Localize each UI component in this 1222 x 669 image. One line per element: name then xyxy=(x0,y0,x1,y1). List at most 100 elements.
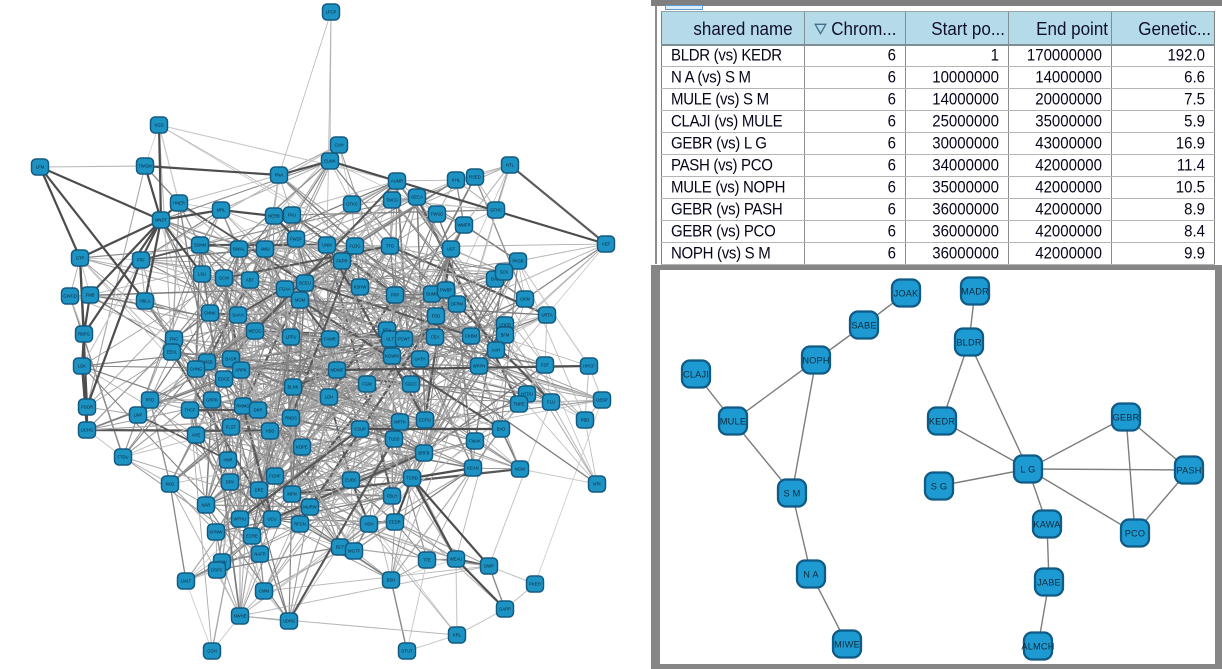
svg-text:WTHU: WTHU xyxy=(234,517,247,522)
svg-text:LSU: LSU xyxy=(198,272,206,277)
svg-text:FKPR: FKPR xyxy=(336,259,347,264)
svg-text:PNA: PNA xyxy=(275,173,284,178)
svg-text:UDRG: UDRG xyxy=(283,619,295,624)
svg-text:BLNK: BLNK xyxy=(288,385,299,390)
svg-text:ULT: ULT xyxy=(386,337,394,342)
svg-text:PBD: PBD xyxy=(581,418,590,423)
svg-text:HSD: HSD xyxy=(266,429,275,434)
svg-text:S M: S M xyxy=(784,488,801,498)
svg-text:BASR: BASR xyxy=(225,357,236,362)
svg-text:DSPC: DSPC xyxy=(211,568,223,573)
svg-text:FWSD: FWSD xyxy=(431,212,443,217)
svg-text:KHL: KHL xyxy=(452,178,461,183)
svg-text:WMFR: WMFR xyxy=(457,223,470,228)
svg-text:FWAK: FWAK xyxy=(469,439,481,444)
svg-text:PCO: PCO xyxy=(1125,528,1146,538)
svg-text:CEA: CEA xyxy=(431,335,440,340)
svg-text:BWAL: BWAL xyxy=(233,247,245,252)
svg-text:KSHW: KSHW xyxy=(354,285,367,290)
svg-text:EUBC: EUBC xyxy=(345,478,357,483)
svg-text:PWBP: PWBP xyxy=(440,288,453,293)
svg-text:GECA: GECA xyxy=(411,195,423,200)
svg-text:KRL: KRL xyxy=(453,633,462,638)
svg-text:CLAJI: CLAJI xyxy=(683,369,709,379)
svg-text:RNDS: RNDS xyxy=(285,416,297,421)
svg-text:KPMW: KPMW xyxy=(209,530,222,535)
svg-text:FDT: FDT xyxy=(541,363,550,368)
svg-text:FTDU: FTDU xyxy=(117,455,128,460)
svg-text:TNRE: TNRE xyxy=(513,402,525,407)
svg-text:LPFU: LPFU xyxy=(286,335,297,340)
svg-text:LWF: LWF xyxy=(134,413,143,418)
svg-text:KEAN: KEAN xyxy=(467,466,478,471)
svg-text:FAMR: FAMR xyxy=(324,337,336,342)
svg-text:ALMCH: ALMCH xyxy=(1021,641,1054,651)
svg-text:CKBM: CKBM xyxy=(465,334,478,339)
svg-text:MPN: MPN xyxy=(287,492,296,497)
svg-text:SCK: SCK xyxy=(500,270,509,275)
svg-text:THCF: THCF xyxy=(184,408,196,413)
svg-text:GAPP: GAPP xyxy=(499,607,511,612)
svg-text:AAH: AAH xyxy=(492,348,501,353)
svg-text:UATH: UATH xyxy=(414,357,425,362)
svg-text:TMCG: TMCG xyxy=(386,198,398,203)
svg-text:MADR: MADR xyxy=(961,286,989,296)
svg-text:FGAA: FGAA xyxy=(279,287,291,292)
svg-text:TCRD: TCRD xyxy=(406,476,418,481)
svg-text:ECRE: ECRE xyxy=(246,534,258,539)
svg-text:MULE: MULE xyxy=(720,416,746,426)
svg-text:MURW: MURW xyxy=(303,505,316,510)
svg-text:KDPE: KDPE xyxy=(296,445,308,450)
svg-text:AMU: AMU xyxy=(260,247,269,252)
svg-text:SSHM: SSHM xyxy=(194,243,207,248)
svg-text:LMLT: LMLT xyxy=(181,579,192,584)
svg-text:RTD: RTD xyxy=(146,398,155,403)
svg-text:TWGM: TWGM xyxy=(138,164,152,169)
svg-text:HPCF: HPCF xyxy=(583,364,595,369)
svg-text:CHNG: CHNG xyxy=(190,367,202,372)
svg-text:PGDR: PGDR xyxy=(81,405,93,410)
svg-text:FLDG: FLDG xyxy=(349,244,360,249)
svg-text:FBLH: FBLH xyxy=(387,494,398,499)
svg-text:KGWM: KGWM xyxy=(385,354,399,359)
svg-text:DFK: DFK xyxy=(226,480,235,485)
svg-text:PCWT: PCWT xyxy=(398,337,411,342)
svg-text:BRFB: BRFB xyxy=(418,451,429,456)
svg-text:EDCE: EDCE xyxy=(218,377,230,382)
svg-text:ABT: ABT xyxy=(246,278,255,283)
svg-text:NERB: NERB xyxy=(268,214,280,219)
svg-text:NWHE: NWHE xyxy=(234,614,247,619)
svg-text:CSUP: CSUP xyxy=(354,427,366,432)
svg-text:N A: N A xyxy=(803,569,819,579)
svg-text:URTA: URTA xyxy=(541,313,552,318)
svg-text:ANSB: ANSB xyxy=(201,360,213,365)
svg-text:KGA: KGA xyxy=(383,328,392,333)
svg-text:FLU: FLU xyxy=(547,400,555,405)
svg-text:GFHC: GFHC xyxy=(490,208,502,213)
svg-text:FRF: FRF xyxy=(137,258,146,263)
svg-text:CUH: CUH xyxy=(334,143,343,148)
svg-text:RMMG: RMMG xyxy=(236,404,249,409)
svg-text:BAL: BAL xyxy=(491,277,500,282)
svg-text:FGW: FGW xyxy=(362,382,372,387)
svg-text:LDH: LDH xyxy=(325,395,333,400)
svg-text:DKR: DKR xyxy=(254,408,263,413)
svg-text:WEAU: WEAU xyxy=(450,557,463,562)
svg-text:FNC: FNC xyxy=(170,337,179,342)
svg-text:PASH: PASH xyxy=(1176,465,1201,475)
svg-text:HNR: HNR xyxy=(223,458,232,463)
svg-text:SAAH: SAAH xyxy=(232,313,243,318)
svg-text:PKEH: PKEH xyxy=(529,582,540,587)
svg-text:KGD: KGD xyxy=(154,123,163,128)
svg-text:NAFR: NAFR xyxy=(254,552,265,557)
svg-text:L G: L G xyxy=(1020,464,1035,474)
svg-text:WPPN: WPPN xyxy=(473,364,486,369)
svg-text:DWP: DWP xyxy=(484,564,494,569)
svg-text:BSH: BSH xyxy=(387,578,396,583)
svg-text:JOAK: JOAK xyxy=(894,288,919,298)
svg-text:RSED: RSED xyxy=(469,175,481,180)
svg-text:FWDF: FWDF xyxy=(290,237,303,242)
svg-text:HNER: HNER xyxy=(173,201,185,206)
svg-text:FKU: FKU xyxy=(288,213,296,218)
svg-text:FMB: FMB xyxy=(86,293,95,298)
